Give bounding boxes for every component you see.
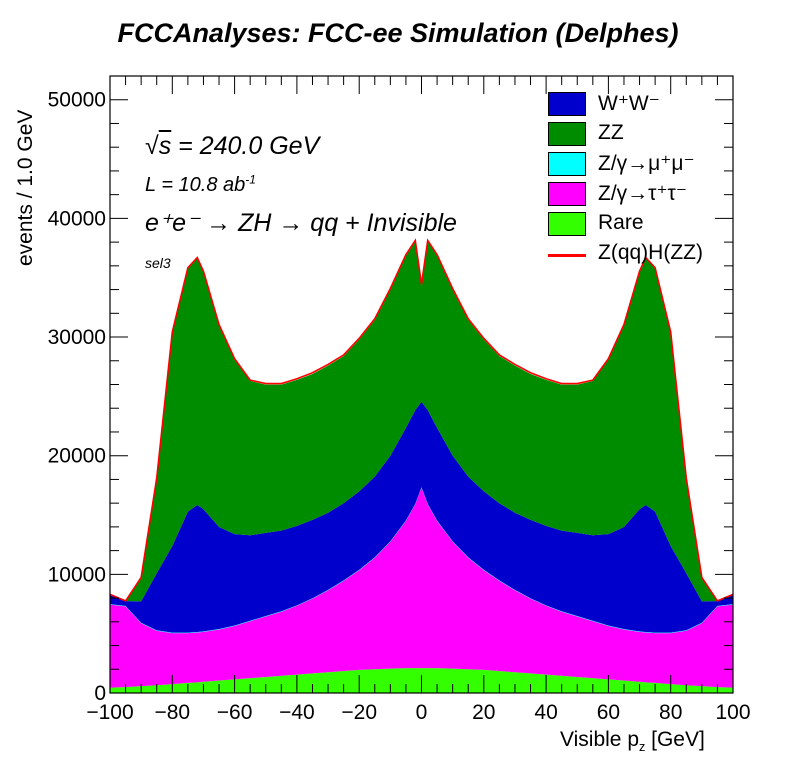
x-axis-label: Visible pz [GeV] [560, 728, 705, 755]
luminosity-text: L = 10.8 ab [145, 174, 246, 196]
x-tick-label-3: −40 [279, 701, 315, 724]
luminosity-annotation: L = 10.8 ab-1 [145, 172, 256, 197]
legend-line-signal [548, 254, 586, 257]
legend-item-zmumu: Z/γ→μ⁺μ⁻ [548, 150, 738, 180]
y-tick-label-1: 10000 [48, 563, 106, 586]
selection-annotation: sel3 [145, 255, 171, 271]
series-area-4 [110, 241, 733, 602]
legend-label-ztautau: Z/γ→τ⁺τ⁻ [598, 182, 687, 205]
legend-label-ww: W⁺W⁻ [598, 92, 660, 115]
legend-label-zz: ZZ [598, 121, 624, 144]
x-tick-label-2: −60 [217, 701, 253, 724]
x-tick-label-5: 0 [416, 701, 428, 724]
legend-swatch-rare [548, 212, 586, 236]
x-tick-label-7: 40 [534, 701, 557, 724]
y-tick-label-4: 40000 [48, 207, 106, 230]
x-tick-label-8: 60 [597, 701, 620, 724]
sqrt-s-variable: s [158, 132, 172, 160]
chart-title: FCCAnalyses: FCC-ee Simulation (Delphes) [117, 18, 679, 48]
y-tick-label-2: 20000 [48, 445, 106, 468]
x-tick-label-0: −100 [86, 701, 133, 724]
signal-line [109, 238, 734, 602]
legend-item-ztautau: Z/γ→τ⁺τ⁻ [548, 180, 738, 210]
x-axis-label-main: Visible p [560, 728, 639, 751]
legend-label-signal: Z(qq)H(ZZ) [598, 241, 703, 264]
legend-swatch-zz [548, 122, 586, 146]
y-axis-label: events / 1.0 GeV [14, 109, 37, 266]
series-area-1 [110, 487, 733, 688]
legend-item-zz: ZZ [548, 120, 738, 150]
legend-item-rare: Rare [548, 210, 738, 240]
legend-swatch-ww [548, 92, 586, 116]
x-tick-label-4: −20 [341, 701, 377, 724]
sqrt-s-annotation: √s = 240.0 GeV [145, 132, 319, 161]
legend-item-signal: Z(qq)H(ZZ) [548, 240, 738, 270]
y-tick-label-5: 50000 [48, 89, 106, 112]
x-tick-label-1: −80 [154, 701, 190, 724]
x-tick-label-6: 20 [472, 701, 495, 724]
legend-swatch-ztautau [548, 182, 586, 206]
y-tick-label-0: 0 [94, 682, 106, 705]
legend: W⁺W⁻ ZZ Z/γ→μ⁺μ⁻ Z/γ→τ⁺τ⁻ Rare Z(qq)H(ZZ… [548, 90, 738, 270]
legend-label-rare: Rare [598, 211, 644, 234]
sqrt-symbol: √ [145, 132, 159, 160]
legend-label-zmumu: Z/γ→μ⁺μ⁻ [598, 152, 695, 175]
legend-item-ww: W⁺W⁻ [548, 90, 738, 120]
series-area-3 [110, 401, 733, 633]
luminosity-exponent: -1 [245, 172, 256, 187]
x-tick-label-10: 100 [715, 701, 750, 724]
energy-value: = 240.0 GeV [171, 132, 320, 160]
legend-swatch-zmumu [548, 152, 586, 176]
x-axis-label-subscript: z [639, 740, 646, 755]
process-annotation: e⁺e⁻ → ZH → qq + Invisible [145, 209, 457, 237]
y-tick-label-3: 30000 [48, 326, 106, 349]
x-axis-label-unit: [GeV] [645, 728, 705, 751]
x-tick-label-9: 80 [659, 701, 682, 724]
